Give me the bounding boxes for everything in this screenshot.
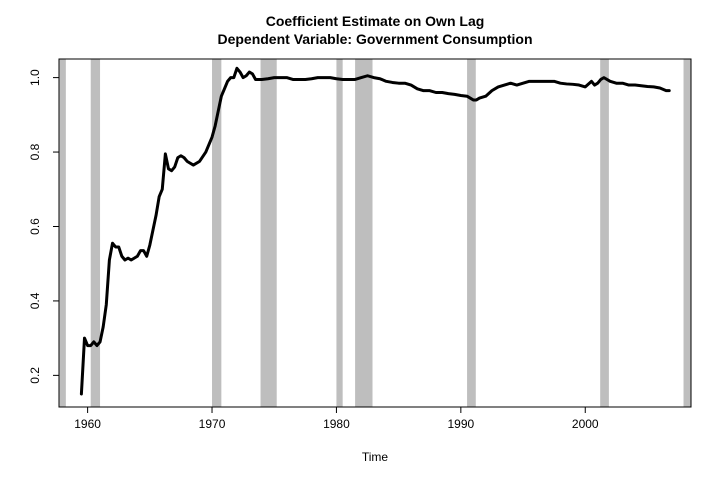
y-tick-label: 0.4 xyxy=(28,292,42,309)
recession-band xyxy=(90,59,101,407)
x-tick-label: 1980 xyxy=(323,417,350,431)
recession-band xyxy=(355,59,373,407)
x-axis-title: Time xyxy=(362,450,389,464)
plot-frame xyxy=(58,58,692,408)
y-axis: 0.2 0.4 0.6 0.8 1.0 xyxy=(28,69,59,384)
recession-band xyxy=(600,59,609,407)
recession-band xyxy=(59,59,66,407)
recession-band xyxy=(212,59,222,407)
series-line xyxy=(79,66,671,396)
chart-title: Coefficient Estimate on Own Lag xyxy=(266,13,485,29)
recession-band xyxy=(683,59,691,407)
chart-subtitle: Dependent Variable: Government Consumpti… xyxy=(217,31,532,47)
x-tick-label: 2000 xyxy=(572,417,599,431)
recession-band xyxy=(336,59,343,407)
y-tick-label: 0.8 xyxy=(28,143,42,160)
x-tick-label: 1970 xyxy=(199,417,226,431)
y-tick-label: 0.2 xyxy=(28,367,42,384)
x-tick-label: 1960 xyxy=(74,417,101,431)
y-tick-label: 1.0 xyxy=(28,69,42,86)
recession-bands xyxy=(59,59,691,407)
recession-band xyxy=(467,59,476,407)
y-tick-label: 0.6 xyxy=(28,218,42,235)
recession-band xyxy=(260,59,277,407)
x-axis: 1960 1970 1980 1990 2000 xyxy=(74,407,599,431)
x-tick-label: 1990 xyxy=(447,417,474,431)
